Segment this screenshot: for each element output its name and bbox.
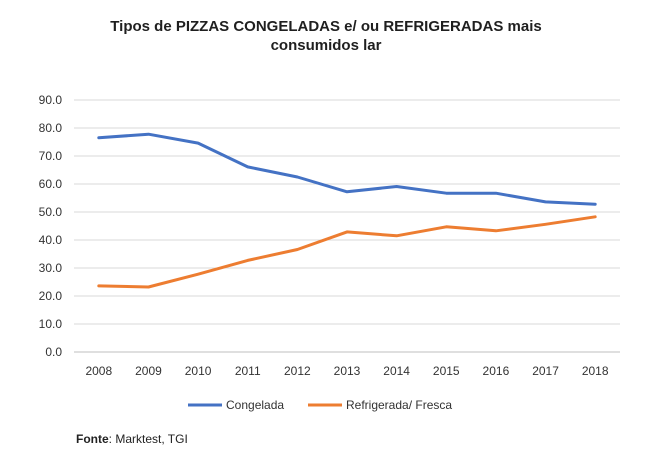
y-tick-label: 60.0 (39, 177, 63, 191)
chart-title-line-1: Tipos de PIZZAS CONGELADAS e/ ou REFRIGE… (110, 18, 541, 35)
gridlines (74, 99, 620, 353)
x-tick-label: 2015 (433, 364, 460, 378)
x-tick-label: 2013 (334, 364, 361, 378)
x-tick-label: 2011 (235, 364, 261, 378)
x-tick-label: 2008 (85, 364, 112, 378)
series-line-refrigerada-fresca (97, 215, 597, 289)
source-text: : Marktest, TGI (108, 432, 188, 446)
legend-label: Congelada (226, 398, 284, 412)
x-tick-label: 2017 (532, 364, 559, 378)
source-label: Fonte (76, 432, 109, 446)
x-tick-label: 2012 (284, 364, 311, 378)
y-tick-label: 70.0 (39, 149, 63, 163)
y-axis-ticks: 0.0 10.0 20.0 30.0 40.0 50.0 60.0 70.0 80.0 90.0 (39, 93, 63, 359)
y-tick-label: 40.0 (39, 233, 63, 247)
y-tick-label: 30.0 (39, 261, 63, 275)
y-tick-label: 50.0 (39, 205, 63, 219)
source-note: Fonte: Marktest, TGI (76, 432, 188, 446)
legend: Congelada Refrigerada/ Fresca (188, 398, 452, 412)
y-tick-label: 80.0 (39, 121, 63, 135)
y-tick-label: 0.0 (45, 345, 62, 359)
y-tick-label: 90.0 (39, 93, 63, 107)
x-tick-label: 2014 (383, 364, 410, 378)
chart-title-line-2: consumidos lar (271, 37, 382, 54)
series-lines (97, 132, 597, 289)
x-axis-ticks: 2008 2009 2010 2011 2012 2013 2014 2015 2016 2017… (85, 364, 608, 378)
x-tick-label: 2018 (582, 364, 609, 378)
legend-label: Refrigerada/ Fresca (346, 398, 452, 412)
y-tick-label: 10.0 (39, 317, 63, 331)
series-line-congelada (97, 132, 597, 206)
x-tick-label: 2010 (185, 364, 212, 378)
x-tick-label: 2009 (135, 364, 162, 378)
x-tick-label: 2016 (483, 364, 510, 378)
y-tick-label: 20.0 (39, 289, 63, 303)
